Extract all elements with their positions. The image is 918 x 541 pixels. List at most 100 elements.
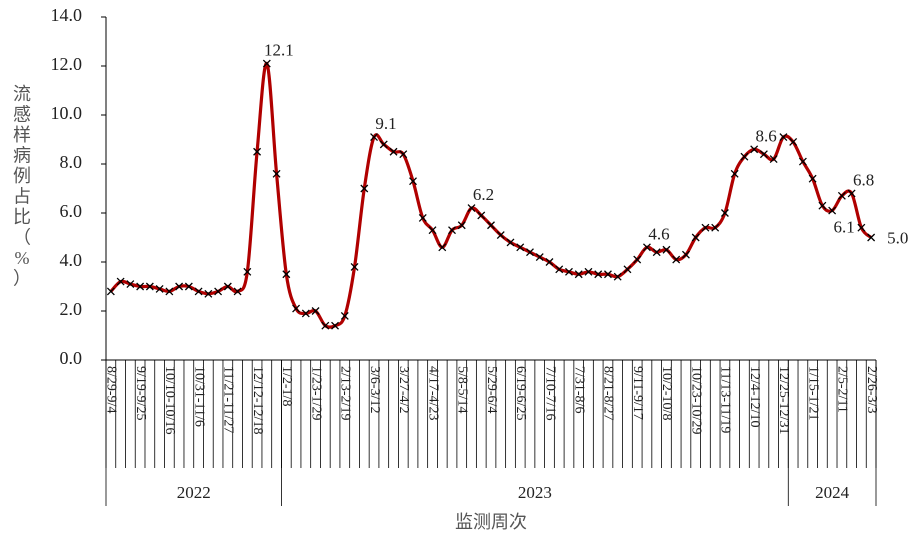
marker [389,147,398,156]
marker [379,140,388,149]
x-tick-label: 12/25-12/31 [776,366,791,434]
x-tick-label: 10/2-10/8 [659,366,674,420]
x-tick-label: 9/19-9/25 [133,366,148,420]
marker [233,287,242,296]
marker [340,311,349,320]
data-label: 6.8 [853,170,874,189]
x-tick-label: 2/26-3/3 [864,366,879,413]
marker [223,282,232,291]
marker [730,169,739,178]
marker [847,189,856,198]
marker [487,221,495,230]
marker [526,248,534,257]
marker [506,238,515,247]
x-tick-label: 11/21-11/27 [221,366,236,433]
x-tick-label: 3/27-4/2 [396,366,411,413]
marker [438,243,447,252]
x-tick-label: 12/12-12/18 [250,366,265,434]
marker [769,155,778,164]
x-tick-label: 10/23-10/29 [688,366,703,434]
marker [292,304,301,313]
marker [360,184,369,193]
marker [798,157,807,166]
group-label: 2024 [815,483,850,502]
x-tick-label: 12/4-12/10 [747,366,762,427]
x-tick-label: 8/21-8/27 [601,366,616,420]
data-label: 6.1 [834,218,855,237]
marker [808,174,817,183]
marker [711,223,720,232]
marker [272,169,281,178]
x-tick-label: 1/23-1/29 [308,366,323,420]
data-label: 4.6 [648,224,669,243]
marker [106,287,115,296]
marker [370,133,378,142]
marker [837,191,846,200]
marker [467,204,476,213]
marker [516,243,525,252]
marker [681,250,690,259]
y-tick-label: 8.0 [60,152,83,172]
marker [574,270,583,279]
marker [321,321,330,330]
marker [301,309,310,318]
marker [857,223,866,232]
marker [691,233,700,242]
marker [194,287,203,296]
marker [828,206,837,215]
marker [604,270,612,279]
marker [867,233,876,242]
data-label: 5.0 [887,229,908,248]
y-tick-label: 6.0 [60,201,83,221]
group-label: 2022 [177,483,211,502]
marker [145,282,154,291]
x-tick-label: 2/5-2/11 [835,366,850,413]
marker [584,267,593,276]
data-label: 12.1 [264,41,294,60]
x-tick-label: 5/29-6/4 [484,366,499,413]
y-tick-label: 12.0 [51,54,83,74]
x-tick-label: 1/2-1/8 [279,366,294,406]
x-tick-label: 7/31-8/6 [572,366,587,413]
marker [701,223,710,232]
marker [779,133,788,142]
marker [350,262,359,271]
marker [418,213,427,222]
x-tick-label: 2/13-2/19 [338,366,353,420]
x-tick-label: 10/10-10/16 [162,366,177,434]
marker [282,270,291,279]
marker [642,243,651,252]
y-tick-label: 2.0 [60,299,83,319]
data-label: 6.2 [473,185,494,204]
group-label: 2023 [518,483,552,502]
marker [496,231,505,240]
marker [409,177,417,186]
x-tick-label: 4/17-4/23 [425,366,440,420]
marker [204,289,213,298]
x-tick-label: 11/13-11/19 [718,366,733,433]
marker [750,145,759,154]
marker [253,147,262,156]
marker [545,258,554,266]
marker [477,211,486,220]
marker [555,265,564,274]
marker [136,282,145,291]
marker [243,267,252,276]
x-tick-label: 9/11-9/17 [630,366,645,420]
marker [633,255,642,264]
x-tick-label: 5/8-5/14 [455,366,470,413]
marker [740,152,749,161]
data-label: 8.6 [756,126,777,145]
marker [116,277,125,286]
marker [126,280,135,289]
marker [448,226,456,235]
marker [672,255,681,264]
marker [818,201,827,210]
marker [759,150,768,159]
marker [175,282,184,291]
y-tick-label: 14.0 [51,5,83,25]
marker [594,270,603,279]
y-tick-label: 10.0 [51,103,83,123]
y-tick-label: 0.0 [60,348,83,368]
marker [155,284,164,293]
